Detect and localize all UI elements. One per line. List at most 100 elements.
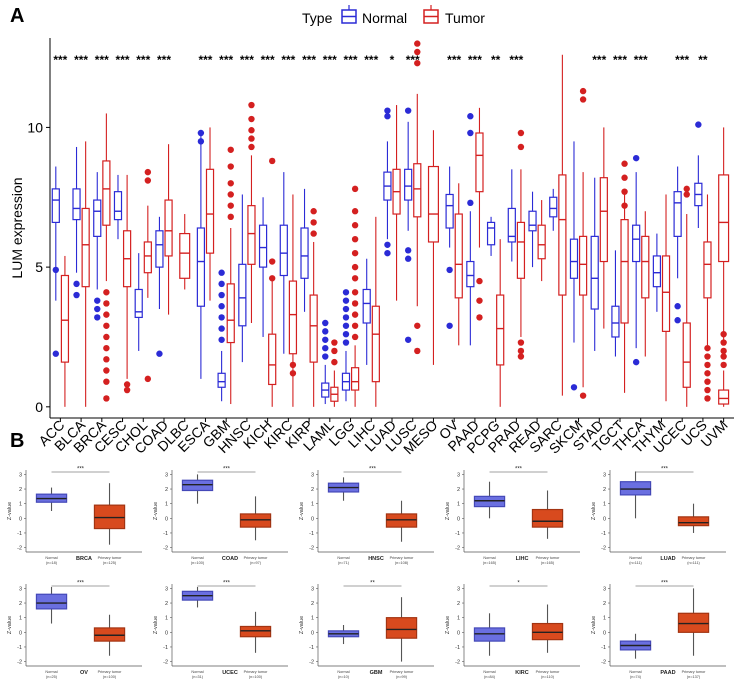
subplot-significance: *** — [661, 467, 669, 473]
outlier-lgg-normal-1 — [342, 330, 350, 338]
outlier-esca-normal-1 — [197, 138, 205, 145]
outlier-gbm-tumor-5 — [227, 146, 234, 153]
outlier-blca-normal-1 — [73, 291, 80, 299]
panel-a-letter: A — [10, 5, 24, 27]
outlier-lusc-normal-3 — [404, 107, 412, 114]
outlier-gbm-tumor-0 — [227, 213, 234, 221]
subplot-category-label: Normal — [337, 556, 349, 560]
outlier-ucs-normal-0 — [695, 121, 702, 128]
outlier-gbm-tumor-2 — [227, 191, 234, 198]
outlier-gbm-normal-2 — [218, 314, 225, 321]
subplot-paad: -2 -1 0 1 2 3 Z-value *** PAAD Normal(n=74) Primar… — [591, 581, 726, 679]
outlier-lusc-normal-2 — [404, 336, 412, 343]
subplot-title: GBM — [370, 670, 383, 676]
subplot-y-tick-label: 3 — [165, 586, 168, 592]
box-ov-normal — [35, 593, 68, 610]
subplot-y-axis-label: Z-value — [7, 616, 13, 634]
outlier-lgg-tumor-7 — [351, 249, 359, 257]
outlier-brca-normal-0 — [94, 297, 101, 304]
subplot-y-tick-label: 0 — [19, 630, 22, 636]
subplot-category-label: Primary tumor — [390, 556, 415, 560]
outlier-paad-normal-0 — [467, 129, 474, 137]
box-uvm-tumor — [718, 174, 730, 263]
outlier-lgg-tumor-11 — [351, 185, 359, 193]
outlier-tgct-tumor-3 — [621, 202, 628, 209]
outlier-brca-tumor-2 — [103, 311, 110, 318]
subplot-y-tick-label: 1 — [165, 502, 168, 508]
box-hnsc-normal — [238, 263, 247, 327]
outlier-kirc-tumor-0 — [289, 361, 297, 369]
outlier-lgg-tumor-3 — [351, 300, 359, 307]
subplot-category-count: (n=100) — [191, 561, 205, 565]
significance-esca: *** — [198, 53, 212, 67]
outlier-prad-tumor-3 — [517, 347, 525, 355]
subplot-title: OV — [80, 670, 88, 676]
box-pcpg-tumor — [496, 294, 505, 366]
box-gbm-normal — [217, 372, 226, 388]
outlier-lgg-tumor-6 — [351, 263, 359, 271]
box-coad-normal — [181, 479, 214, 492]
outlier-paad-normal-1 — [467, 113, 474, 120]
significance-lihc: *** — [364, 53, 378, 67]
box-kirc-tumor — [531, 622, 564, 641]
box-esca-tumor — [205, 168, 215, 254]
subplot-category-count: (n=100) — [103, 675, 117, 679]
outlier-chol-tumor-2 — [144, 375, 152, 383]
subplot-y-axis-label: Z-value — [445, 502, 451, 520]
y-tick-label-10: 10 — [27, 119, 43, 135]
outlier-lgg-tumor-0 — [351, 333, 359, 341]
y-tick-label-5: 5 — [35, 259, 43, 275]
outlier-brca-tumor-9 — [103, 395, 110, 402]
box-kirc-normal — [473, 627, 506, 642]
box-stad-normal — [590, 235, 599, 310]
outlier-gbm-normal-4 — [218, 291, 225, 299]
subplot-hnsc: -2 -1 0 1 2 3 Z-value *** HNSC Normal(n=71) Primar… — [299, 467, 434, 565]
significance-stad: *** — [592, 53, 606, 67]
outlier-chol-tumor-1 — [144, 177, 152, 184]
box-skcm-tumor — [578, 235, 588, 296]
subplot-y-tick-label: 2 — [165, 601, 168, 607]
box-lgg-tumor — [350, 367, 360, 391]
outlier-skcm-tumor-2 — [579, 96, 587, 103]
subplot-category-label: Normal — [337, 670, 349, 674]
box-paad-tumor — [677, 612, 710, 633]
outlier-luad-normal-3 — [384, 107, 391, 114]
box-tgct-tumor — [620, 219, 629, 324]
outlier-lusc-tumor-0 — [414, 322, 421, 329]
subplot-y-tick-label: 2 — [165, 487, 168, 493]
outlier-paad-tumor-1 — [476, 297, 483, 304]
box-thym-normal — [652, 255, 662, 288]
subplot-category-label: Normal — [191, 556, 203, 560]
subplot-y-tick-label: 2 — [311, 487, 314, 493]
box-uvm-tumor-low — [718, 389, 730, 405]
outlier-laml-normal-3 — [322, 328, 329, 335]
outlier-brca-tumor-4 — [103, 333, 110, 341]
subplot-y-tick-label: -2 — [163, 546, 168, 552]
subplot-y-tick-label: -2 — [163, 660, 168, 666]
subplot-significance: *** — [661, 581, 669, 587]
box-ucec-tumor — [239, 625, 272, 638]
outlier-gbm-tumor-3 — [227, 180, 234, 187]
outlier-laml-tumor-1 — [331, 347, 338, 355]
y-axis-label: LUM expression — [9, 177, 25, 278]
subplot-title: LIHC — [516, 556, 529, 562]
subplot-y-tick-label: 3 — [165, 472, 168, 478]
outlier-kirp-tumor-2 — [310, 230, 317, 237]
box-meso-tumor — [427, 165, 439, 243]
outlier-skcm-normal-0 — [570, 384, 578, 391]
subplot-category-label: Primary tumor — [682, 670, 707, 674]
outlier-gbm-tumor-4 — [227, 163, 234, 170]
subplot-category-label: Primary tumor — [536, 556, 561, 560]
subplot-y-tick-label: 1 — [311, 502, 314, 508]
subplot-y-tick-label: 1 — [19, 502, 22, 508]
outlier-gbm-tumor-1 — [227, 202, 234, 209]
panel-b-small-multiples: -2-10123Z-value***BRCANormal(n=18)Primar… — [7, 467, 726, 679]
outlier-hnsc-tumor-0 — [248, 143, 255, 151]
subplot-category-count: (n=137) — [687, 675, 701, 679]
outlier-cesc-tumor-0 — [123, 381, 131, 388]
outlier-brca-tumor-3 — [103, 322, 110, 329]
outlier-laml-normal-2 — [322, 336, 329, 343]
box-thym-tumor — [661, 255, 671, 332]
subplot-y-tick-label: 0 — [457, 516, 460, 522]
subplot-y-tick-label: -2 — [455, 660, 460, 666]
